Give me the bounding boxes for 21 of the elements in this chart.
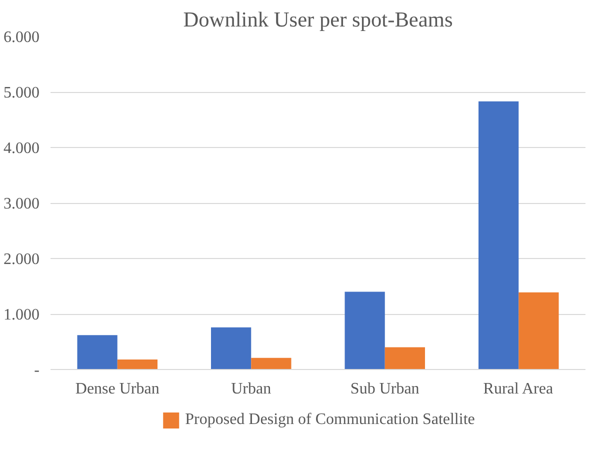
y-tick-label: 2.000: [4, 251, 40, 268]
bar: [478, 101, 519, 370]
y-tick-label: 5.000: [4, 84, 40, 102]
bar: [251, 358, 292, 370]
x-tick-label: Rural Area: [483, 380, 554, 398]
y-tick-label: 6.000: [4, 29, 40, 46]
bar: [344, 292, 385, 370]
bar: [77, 335, 118, 370]
bar: [518, 292, 559, 370]
x-tick-label: Dense Urban: [75, 380, 160, 398]
bar: [117, 360, 158, 370]
bar: [384, 347, 425, 370]
y-tick-label: -: [34, 362, 40, 379]
x-tick-label: Urban: [231, 380, 272, 398]
chart-title: Downlink User per spot-Beams: [183, 8, 453, 32]
y-tick-label: 1.000: [4, 306, 40, 324]
bar: [211, 327, 252, 370]
x-tick-label: Sub Urban: [350, 380, 420, 398]
y-tick-label: 4.000: [4, 140, 40, 157]
legend-label: Proposed Design of Communication Satellite: [185, 411, 475, 429]
y-tick-label: 3.000: [4, 196, 40, 212]
